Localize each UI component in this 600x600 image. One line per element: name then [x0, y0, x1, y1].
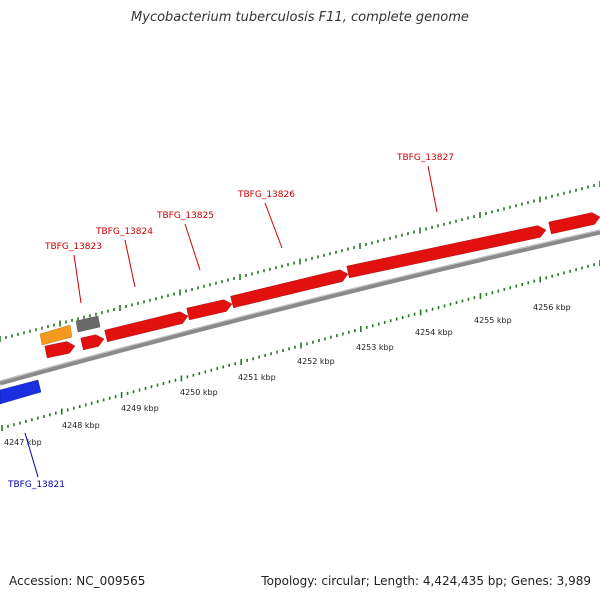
ruler-tick-label: 4252 kbp — [297, 357, 335, 366]
ruler-tick-label: 4247 kbp — [4, 438, 42, 447]
ruler-tick-label: 4256 kbp — [533, 303, 571, 312]
genome-summary: Topology: circular; Length: 4,424,435 bp… — [261, 574, 591, 588]
gene-leader-line — [264, 202, 283, 249]
forward-gene-arrow — [230, 269, 349, 309]
ruler-tick-label: 4253 kbp — [356, 343, 394, 352]
ruler-tick-label: 4255 kbp — [474, 316, 512, 325]
forward-gene-arrow — [44, 341, 76, 359]
gene-label: TBFG_13823 — [44, 242, 102, 252]
genome-backbone — [0, 229, 600, 386]
gene-leader-line — [124, 239, 136, 288]
gene-label: TBFG_13826 — [237, 190, 295, 200]
forward-gene-arrow — [104, 311, 189, 343]
ruler-tick-label: 4249 kbp — [121, 404, 159, 413]
gene-leader-line — [427, 165, 438, 213]
gene-leader-line — [24, 432, 39, 478]
gene-label: TBFG_13825 — [156, 211, 214, 221]
forward-gene-arrow — [80, 334, 105, 351]
ruler-tick-label: 4254 kbp — [415, 328, 453, 337]
ruler-tick-label: 4248 kbp — [62, 421, 100, 430]
forward-gene-arrow — [548, 212, 600, 235]
gene-leader-line — [184, 223, 201, 271]
map-title: Mycobacterium tuberculosis F11, complete… — [131, 10, 469, 25]
reverse-gene-arrow — [0, 379, 42, 405]
ruler-tick-label: 4250 kbp — [180, 388, 218, 397]
gene-label: TBFG_13824 — [95, 227, 153, 237]
forward-gene-arrow — [346, 225, 547, 279]
accession-text: Accession: NC_009565 — [9, 574, 146, 588]
genome-backbone-highlight — [0, 229, 600, 382]
gray-feature — [75, 315, 101, 333]
ruler-tick-label: 4251 kbp — [238, 373, 276, 382]
orange-feature — [39, 324, 73, 346]
gene-label: TBFG_13827 — [396, 153, 454, 163]
forward-gene-arrow — [186, 299, 233, 321]
gene-label: TBFG_13821 — [7, 480, 65, 490]
gene-leader-line — [73, 254, 82, 304]
